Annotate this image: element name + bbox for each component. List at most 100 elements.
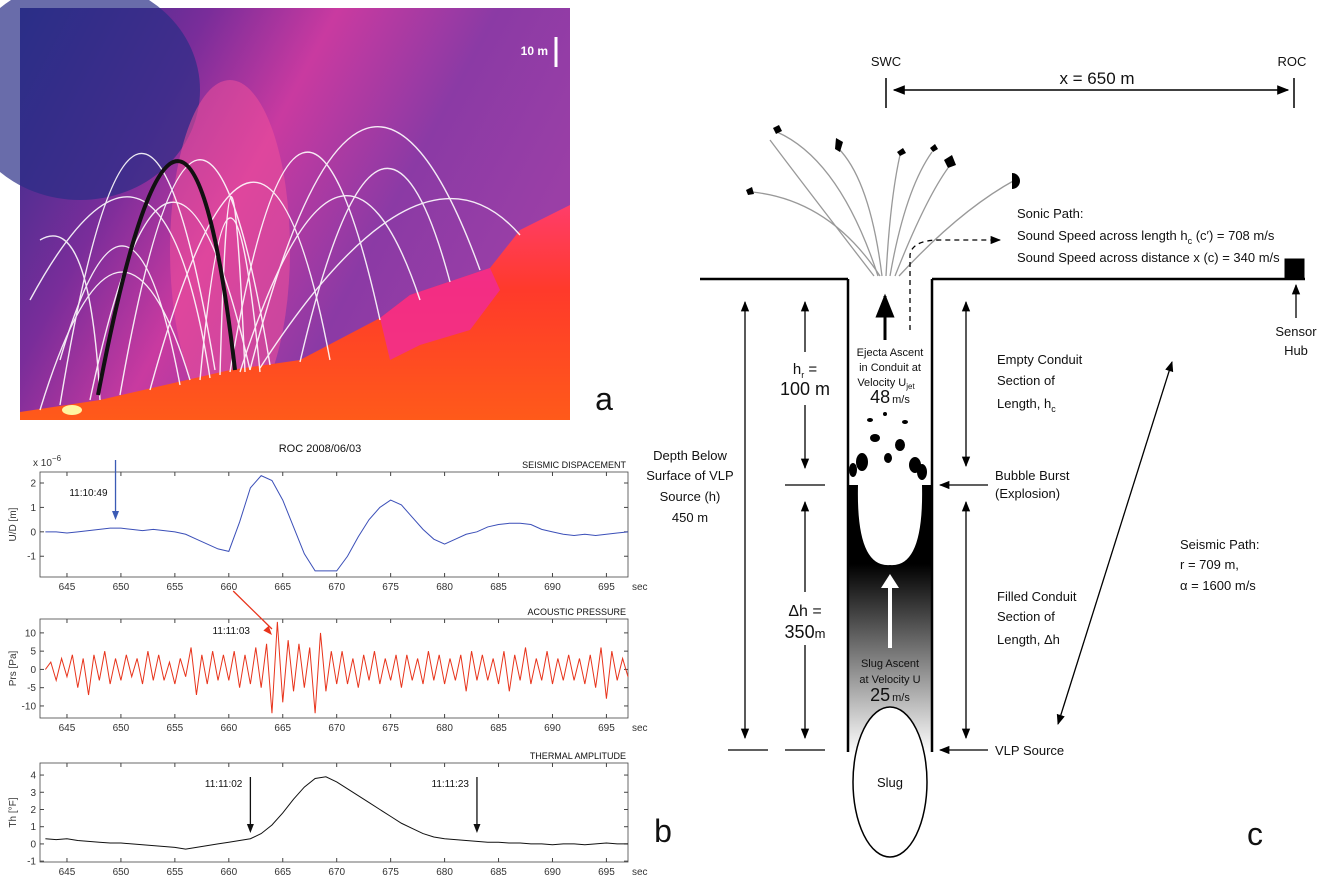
annotation: 11:10:49 — [69, 488, 108, 499]
seismic-label: α = 1600 m/s — [1180, 578, 1256, 593]
unit: m/s — [892, 692, 910, 704]
x-tick-label: 695 — [598, 582, 615, 593]
x-tick-label: 680 — [436, 582, 453, 593]
y-tick-label: 1 — [30, 503, 36, 514]
x-tick-label: 685 — [490, 582, 507, 593]
text: Length, h — [997, 396, 1051, 411]
y-scale-base: x 10 — [33, 458, 52, 469]
unit: m — [815, 626, 826, 641]
arrowhead — [473, 824, 480, 833]
y-tick-label: 0 — [30, 665, 36, 676]
x-axis-label: sec — [632, 867, 648, 878]
subscript: c — [1051, 404, 1056, 414]
slug-ascent: Slug Ascent — [861, 658, 919, 670]
x-tick-label: 650 — [113, 723, 130, 734]
sonic-line: Sound Speed across distance x (c) = 340 … — [1017, 250, 1280, 265]
panel-c: SWC ROC x = 650 m Sonic Path: Sound Spee… — [646, 54, 1317, 857]
x-axis-label: sec — [632, 582, 648, 593]
text: Sound Speed across length h — [1017, 228, 1188, 243]
x-tick-label: 690 — [544, 582, 561, 593]
annotation: 11:11:02 — [205, 779, 243, 790]
x-tick-label: 695 — [598, 723, 615, 734]
y-tick-label: 0 — [30, 527, 36, 538]
figure: 10 m a ROC 2008/06/03 b 6456506556606656… — [0, 0, 1320, 879]
x-tick-label: 675 — [382, 867, 399, 878]
series-line — [45, 622, 628, 713]
filled-label: Filled Conduit — [997, 589, 1077, 604]
y-tick-label: 1 — [30, 822, 36, 833]
x-tick-label: 670 — [328, 582, 345, 593]
y-tick-label: -5 — [27, 683, 36, 694]
x-tick-label: 685 — [490, 867, 507, 878]
x-tick-label: 675 — [382, 723, 399, 734]
y-scale-exponent: −6 — [52, 454, 62, 463]
dh-value: 350m — [785, 622, 826, 642]
x-tick-label: 660 — [220, 582, 237, 593]
text: (c′) = 708 m/s — [1192, 228, 1275, 243]
dh-label: Δh = — [788, 603, 821, 620]
x-tick-label: 660 — [220, 723, 237, 734]
y-axis-label: U/D [m] — [8, 507, 19, 541]
y-tick-label: -10 — [22, 701, 37, 712]
x-tick-label: 675 — [382, 582, 399, 593]
x-tick-label: 645 — [59, 867, 76, 878]
sensor-label: Sensor — [1275, 324, 1317, 339]
sonic-line: Sound Speed across length hc (c′) = 708 … — [1017, 228, 1275, 246]
ejecta-label: Ejecta Ascent — [857, 347, 924, 359]
x-tick-label: 660 — [220, 867, 237, 878]
chart-title: SEISMIC DISPACEMENT — [522, 460, 626, 470]
y-tick-label: -1 — [27, 857, 36, 868]
y-scale: x 10−6 — [33, 454, 62, 469]
sensor-label: Hub — [1284, 343, 1308, 358]
seismic-path — [1058, 362, 1172, 724]
y-tick-label: 2 — [30, 805, 36, 816]
y-tick-label: 2 — [30, 478, 36, 489]
plot-frame — [40, 472, 628, 577]
panel-a: 10 m a — [0, 0, 613, 420]
panel-title: ROC 2008/06/03 — [279, 443, 362, 455]
scale-label: 10 m — [521, 44, 548, 58]
seismic-label: r = 709 m, — [1180, 557, 1239, 572]
x-tick-label: 655 — [167, 723, 184, 734]
y-tick-label: 5 — [30, 647, 36, 658]
depth-label: Depth Below — [653, 448, 727, 463]
chart-title: ACOUSTIC PRESSURE — [527, 607, 626, 617]
depth-label: 450 m — [672, 510, 708, 525]
x-tick-label: 685 — [490, 723, 507, 734]
empty-label: Section of — [997, 373, 1055, 388]
y-axis-label: Prs [Pa] — [8, 651, 19, 687]
speed: 25 — [870, 685, 890, 705]
annotation: 11:11:23 — [432, 779, 470, 790]
slug-label: Slug — [877, 775, 903, 790]
subscript: jet — [905, 382, 915, 391]
x-axis-label: sec — [632, 723, 648, 734]
x-tick-label: 645 — [59, 582, 76, 593]
depth-label: Source (h) — [660, 489, 721, 504]
ejecta-blobs — [746, 125, 1020, 195]
x-tick-label: 670 — [328, 867, 345, 878]
x-tick-label: 650 — [113, 867, 130, 878]
burst-fragments — [849, 412, 927, 480]
y-tick-label: -1 — [27, 552, 36, 563]
series-line — [45, 777, 628, 849]
x-tick-label: 680 — [436, 867, 453, 878]
burst-label: Bubble Burst — [995, 468, 1070, 483]
panel-label: a — [595, 381, 613, 417]
x-tick-label: 655 — [167, 867, 184, 878]
unit: m/s — [892, 394, 910, 406]
x-tick-label: 670 — [328, 723, 345, 734]
x-tick-label: 645 — [59, 723, 76, 734]
x-tick-label: 650 — [113, 582, 130, 593]
ejecta-label: in Conduit at — [859, 362, 921, 374]
empty-label: Empty Conduit — [997, 352, 1083, 367]
x-tick-label: 695 — [598, 867, 615, 878]
sensor — [1285, 259, 1304, 279]
x-tick-label: 680 — [436, 723, 453, 734]
hr-value: 100 m — [780, 379, 830, 399]
burst-label: (Explosion) — [995, 486, 1060, 501]
annotation: 11:11:03 — [213, 626, 251, 637]
series-line — [45, 476, 628, 571]
y-tick-label: 4 — [30, 771, 36, 782]
depth-label: Surface of VLP — [646, 468, 733, 483]
